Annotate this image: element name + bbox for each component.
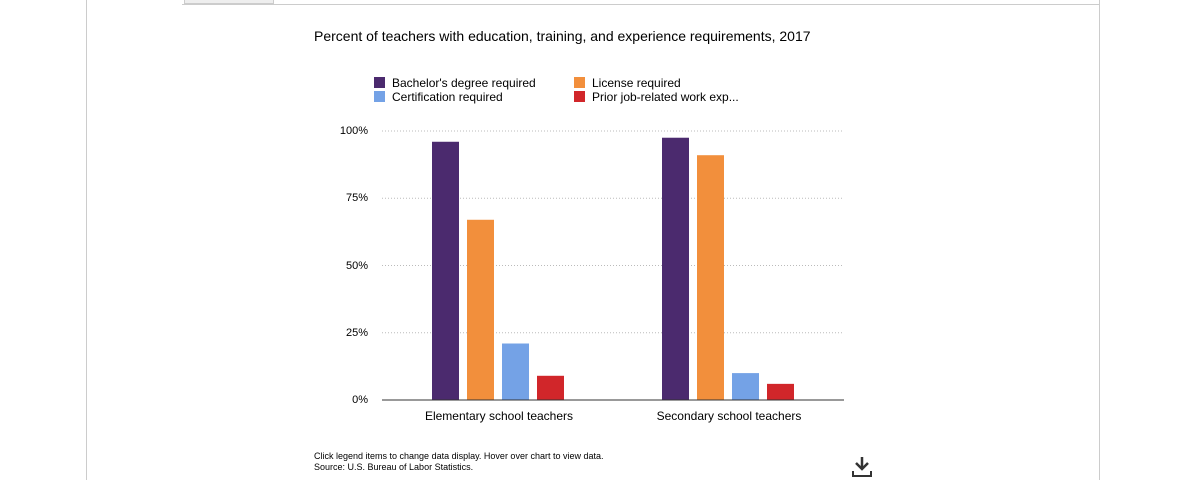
- legend-swatch: [374, 77, 385, 88]
- download-icon[interactable]: [850, 454, 874, 478]
- chart-container: [86, 0, 1100, 480]
- bar[interactable]: [537, 375, 564, 400]
- bar[interactable]: [432, 141, 459, 400]
- y-tick-label: 0%: [352, 394, 368, 406]
- legend-label: Certification required: [392, 90, 503, 104]
- legend-label: Bachelor's degree required: [392, 76, 536, 90]
- bar[interactable]: [732, 373, 759, 400]
- legend-item-license[interactable]: License required: [574, 76, 681, 90]
- legend-item-prior-work[interactable]: Prior job-related work exp...: [574, 90, 739, 104]
- y-tick-label: 50%: [345, 260, 368, 272]
- y-tick-label: 25%: [345, 327, 368, 339]
- panel-border: [182, 4, 1100, 5]
- y-tick-label: 100%: [339, 125, 368, 137]
- legend-swatch: [374, 91, 385, 102]
- legend-item-bachelors[interactable]: Bachelor's degree required: [374, 76, 536, 90]
- x-tick-label: Secondary school teachers: [656, 409, 802, 423]
- legend-item-certification[interactable]: Certification required: [374, 90, 503, 104]
- bar[interactable]: [662, 137, 689, 400]
- chart-title: Percent of teachers with education, trai…: [314, 28, 811, 44]
- legend-label: License required: [592, 76, 681, 90]
- chart-source: Source: U.S. Bureau of Labor Statistics.: [314, 462, 474, 472]
- y-tick-label: 75%: [345, 192, 368, 204]
- legend-label: Prior job-related work exp...: [592, 90, 739, 104]
- bar[interactable]: [467, 219, 494, 400]
- x-tick-label: Elementary school teachers: [424, 409, 574, 423]
- legend-swatch: [574, 77, 585, 88]
- tab-stub[interactable]: [184, 0, 274, 4]
- bar[interactable]: [697, 155, 724, 400]
- chart-instructions: Click legend items to change data displa…: [314, 451, 604, 461]
- legend-swatch: [574, 91, 585, 102]
- bar[interactable]: [502, 343, 529, 400]
- bar[interactable]: [767, 383, 794, 400]
